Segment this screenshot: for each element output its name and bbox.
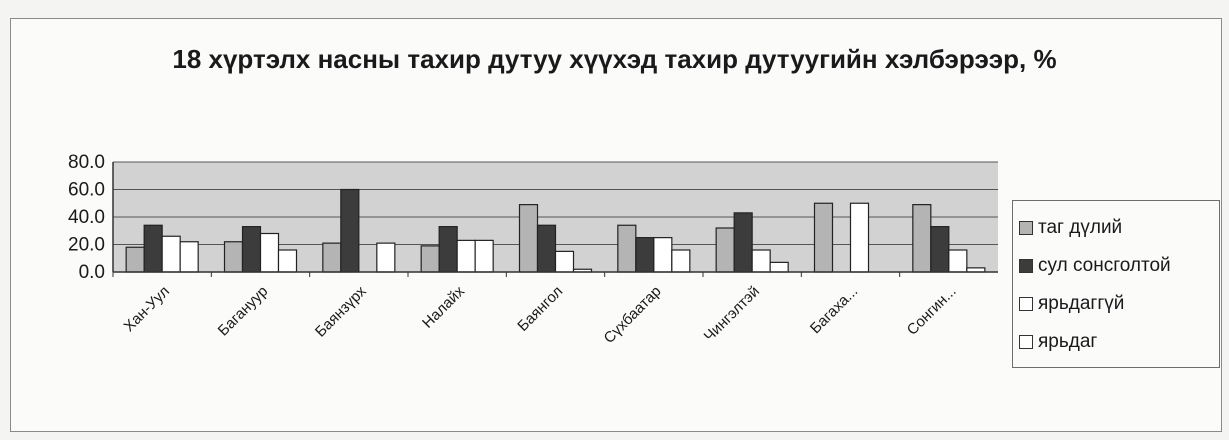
bar xyxy=(948,249,968,273)
y-tick-label: 40.0 xyxy=(68,207,105,228)
legend-label: ярьдаггүй xyxy=(1038,293,1125,314)
legend-swatch xyxy=(1019,297,1033,311)
legend-label: таг дүлий xyxy=(1038,217,1123,238)
bar xyxy=(671,249,691,273)
x-category-label: Баянгол xyxy=(514,283,566,335)
x-category-label: Налайх xyxy=(419,282,468,331)
bar xyxy=(474,239,494,273)
bar xyxy=(769,261,789,273)
bar xyxy=(340,188,360,273)
legend: таг дүлий сул сонсголтой ярьдаггүй ярьдаг xyxy=(1012,200,1220,368)
legend-swatch xyxy=(1019,335,1033,349)
bar xyxy=(518,204,539,273)
x-category-label: Сонгин... xyxy=(904,283,960,339)
chart-title: 18 хүртэлх насны тахир дутуу хүүхэд тахи… xyxy=(172,44,1057,74)
bar xyxy=(813,202,834,273)
bar xyxy=(223,241,244,273)
bar xyxy=(179,241,199,273)
bar xyxy=(554,250,575,273)
bar xyxy=(241,226,262,273)
bar xyxy=(420,245,440,273)
bar xyxy=(849,202,870,273)
bar xyxy=(456,239,476,273)
bar xyxy=(322,242,342,273)
bar xyxy=(930,226,950,273)
x-category-label: Багануур xyxy=(215,283,272,340)
x-category-label: Багаха... xyxy=(807,283,861,337)
bar xyxy=(438,226,458,273)
legend-label: сул сонсголтой xyxy=(1038,255,1171,276)
bar xyxy=(161,235,181,273)
bar xyxy=(751,249,771,273)
y-tick-label: 80.0 xyxy=(68,152,105,173)
x-category-label: Хан-Уул xyxy=(121,283,173,335)
legend-item: сул сонсголтой xyxy=(1019,247,1219,285)
bar xyxy=(536,224,557,273)
bar xyxy=(912,204,932,273)
y-tick-label: 20.0 xyxy=(68,235,105,256)
legend-item: ярьдаг xyxy=(1019,323,1219,361)
legend-swatch xyxy=(1019,221,1033,235)
legend-item: таг дүлий xyxy=(1019,209,1219,247)
bar xyxy=(653,237,673,273)
bar xyxy=(143,224,163,273)
y-tick-label: 60.0 xyxy=(68,180,105,201)
legend-item: ярьдаггүй xyxy=(1019,285,1219,323)
bar xyxy=(277,249,298,273)
bar xyxy=(617,224,637,273)
legend-swatch xyxy=(1019,259,1033,273)
bar xyxy=(733,212,753,273)
x-category-label: Баянзүрх xyxy=(312,282,370,340)
bar xyxy=(125,246,145,273)
legend-label: ярьдаг xyxy=(1038,331,1098,352)
bar xyxy=(259,232,280,273)
x-category-label: Чингэлтэй xyxy=(701,283,763,345)
x-category-label: Сүхбаатар xyxy=(601,283,665,347)
bar xyxy=(635,237,655,273)
bar xyxy=(376,242,396,273)
y-tick-label: 0.0 xyxy=(79,262,105,283)
bar xyxy=(715,227,735,273)
